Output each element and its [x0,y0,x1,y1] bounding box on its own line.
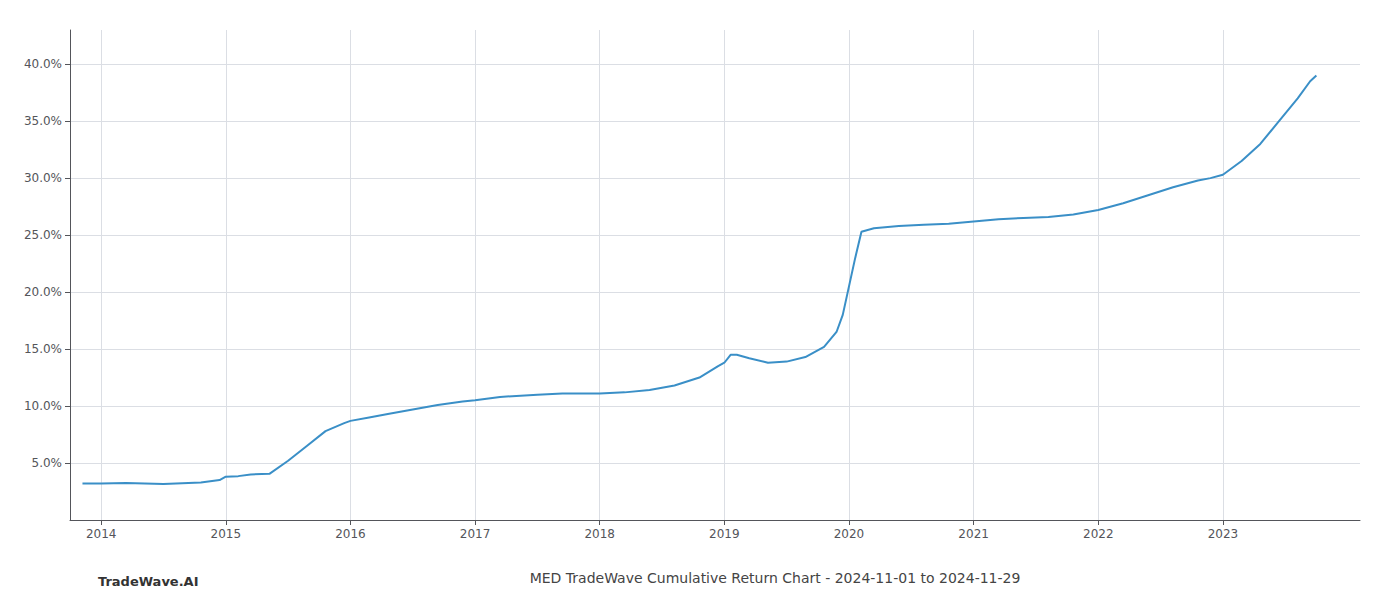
svg-text:40.0%: 40.0% [24,57,62,71]
svg-text:2018: 2018 [584,527,615,541]
svg-text:20.0%: 20.0% [24,285,62,299]
svg-text:5.0%: 5.0% [32,456,63,470]
svg-text:MED TradeWave Cumulative Retur: MED TradeWave Cumulative Return Chart - … [530,570,1021,586]
svg-text:35.0%: 35.0% [24,114,62,128]
svg-text:30.0%: 30.0% [24,171,62,185]
svg-text:2017: 2017 [460,527,491,541]
svg-text:TradeWave.AI: TradeWave.AI [98,574,199,589]
svg-text:25.0%: 25.0% [24,228,62,242]
svg-text:2022: 2022 [1083,527,1114,541]
svg-text:2023: 2023 [1208,527,1239,541]
svg-text:2020: 2020 [834,527,865,541]
svg-text:2015: 2015 [211,527,242,541]
svg-text:2021: 2021 [958,527,989,541]
svg-text:15.0%: 15.0% [24,342,62,356]
svg-text:10.0%: 10.0% [24,399,62,413]
svg-text:2016: 2016 [335,527,366,541]
svg-text:2014: 2014 [86,527,117,541]
svg-text:2019: 2019 [709,527,740,541]
